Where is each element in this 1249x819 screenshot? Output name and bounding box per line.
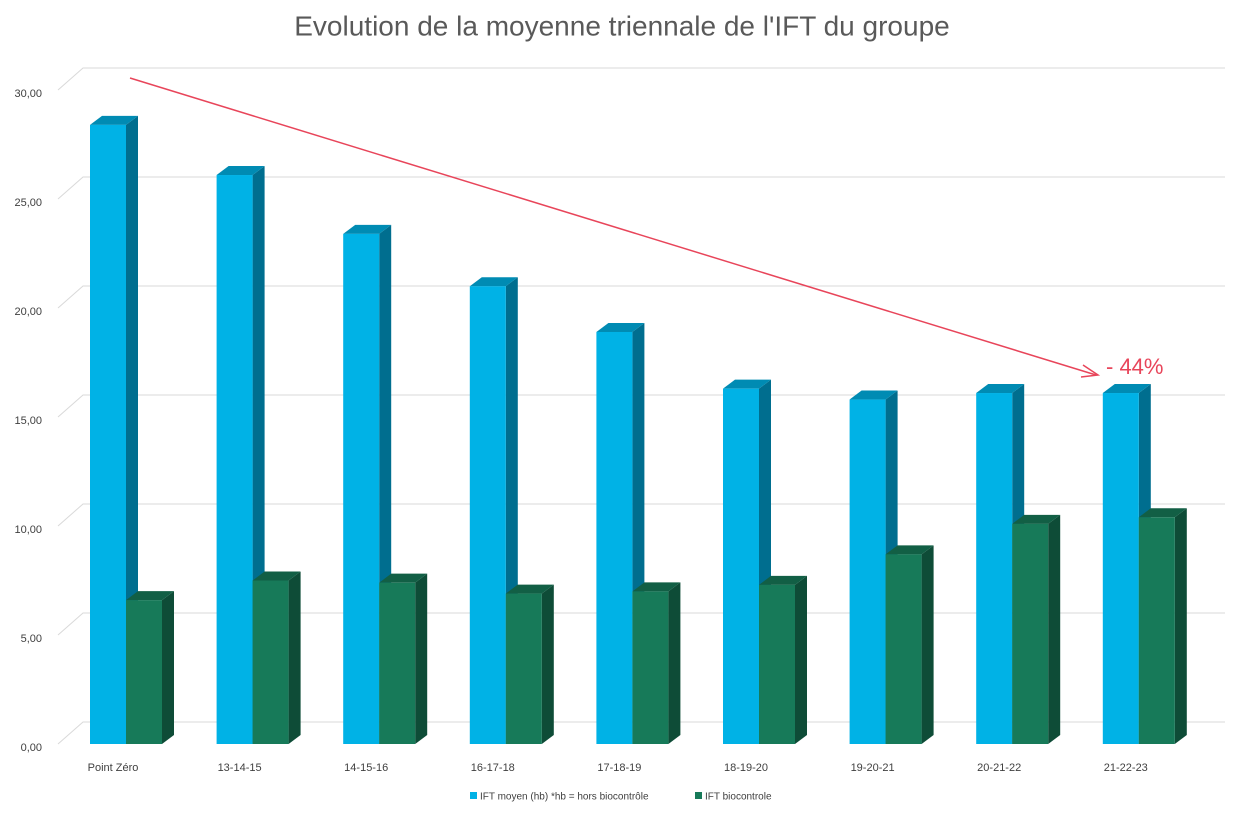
bar-top bbox=[632, 582, 681, 592]
bar bbox=[759, 575, 807, 744]
bar-front bbox=[216, 175, 253, 744]
bar bbox=[90, 115, 138, 744]
bar bbox=[379, 573, 428, 744]
x-tick-label: 21-22-23 bbox=[1104, 762, 1148, 774]
bar-front bbox=[723, 388, 759, 744]
bar bbox=[632, 582, 681, 744]
bar bbox=[126, 591, 174, 744]
y-tick-label: 10,00 bbox=[14, 524, 42, 536]
bar-front bbox=[759, 584, 795, 744]
bar-front bbox=[885, 554, 922, 744]
bar-front bbox=[126, 600, 162, 744]
bar-top bbox=[505, 584, 554, 594]
bar-top bbox=[723, 379, 771, 389]
bar-side bbox=[288, 571, 301, 744]
x-tick-label: 13-14-15 bbox=[218, 762, 262, 774]
bar-front bbox=[469, 286, 506, 744]
grid-line bbox=[57, 503, 1225, 527]
y-tick-label: 30,00 bbox=[14, 88, 42, 100]
x-tick-label: 20-21-22 bbox=[977, 762, 1021, 774]
y-tick-label: 0,00 bbox=[21, 742, 42, 754]
bar-front bbox=[343, 233, 380, 744]
bar-front bbox=[1102, 393, 1139, 744]
bar-front bbox=[505, 593, 542, 744]
bar-top bbox=[379, 573, 428, 583]
y-tick-label: 20,00 bbox=[14, 306, 42, 318]
bar-front bbox=[849, 399, 886, 744]
bar-front bbox=[596, 331, 633, 744]
bar-top bbox=[216, 166, 265, 176]
bar-top bbox=[252, 571, 301, 581]
trend-arrow-head bbox=[1080, 364, 1101, 378]
x-tick-label: 14-15-16 bbox=[344, 762, 388, 774]
bar-top bbox=[343, 224, 392, 234]
annotation: - 44% bbox=[1106, 354, 1163, 379]
x-tick-label: Point Zéro bbox=[88, 762, 139, 774]
trend-arrow bbox=[129, 77, 1097, 376]
bar-top bbox=[976, 384, 1025, 394]
bar-front bbox=[90, 124, 126, 744]
y-tick-label: 5,00 bbox=[21, 633, 42, 645]
bar-front bbox=[976, 393, 1013, 744]
bar-side bbox=[126, 115, 138, 744]
bar-top bbox=[90, 115, 138, 125]
bar-top bbox=[126, 591, 174, 601]
grid-line bbox=[57, 176, 1225, 200]
bar-top bbox=[469, 277, 518, 287]
bar-top bbox=[596, 322, 645, 332]
bar-top bbox=[1138, 508, 1187, 518]
legend-label: IFT moyen (hb) *hb = hors biocontrôle bbox=[480, 792, 649, 803]
bar bbox=[505, 584, 554, 744]
y-tick-label: 25,00 bbox=[14, 197, 42, 209]
bar bbox=[252, 571, 301, 744]
grid-line bbox=[57, 612, 1225, 636]
bar-side bbox=[921, 545, 934, 744]
bar-side bbox=[415, 573, 428, 744]
legend-swatch bbox=[695, 792, 702, 799]
x-tick-label: 17-18-19 bbox=[597, 762, 641, 774]
bar bbox=[1012, 514, 1061, 744]
bar-top bbox=[1012, 514, 1061, 524]
bar-top bbox=[885, 545, 934, 555]
grid-line bbox=[57, 67, 1225, 91]
grid-line bbox=[57, 285, 1225, 309]
bar-front bbox=[632, 591, 669, 744]
bar-side bbox=[162, 591, 174, 744]
bar-side bbox=[1174, 508, 1187, 744]
bar-top bbox=[759, 575, 807, 585]
bar-front bbox=[252, 580, 289, 744]
y-tick-label: 15,00 bbox=[14, 415, 42, 427]
bar-front bbox=[379, 582, 416, 744]
legend-swatch bbox=[470, 792, 477, 799]
x-tick-label: 19-20-21 bbox=[851, 762, 895, 774]
bar-side bbox=[795, 575, 807, 744]
bar bbox=[1138, 508, 1187, 744]
grid-line bbox=[57, 721, 1225, 745]
x-tick-label: 16-17-18 bbox=[471, 762, 515, 774]
grid-line bbox=[57, 394, 1225, 418]
bar-side bbox=[541, 584, 554, 744]
legend-label: IFT biocontrole bbox=[705, 792, 772, 803]
x-tick-label: 18-19-20 bbox=[724, 762, 768, 774]
bar-front bbox=[1012, 523, 1049, 744]
bar-top bbox=[1102, 384, 1151, 394]
bar-side bbox=[668, 582, 681, 744]
chart-title: Evolution de la moyenne triennale de l'I… bbox=[294, 10, 949, 41]
bar bbox=[885, 545, 934, 744]
bar-top bbox=[849, 390, 898, 400]
bar-side bbox=[1048, 514, 1061, 744]
bar-front bbox=[1138, 517, 1175, 744]
